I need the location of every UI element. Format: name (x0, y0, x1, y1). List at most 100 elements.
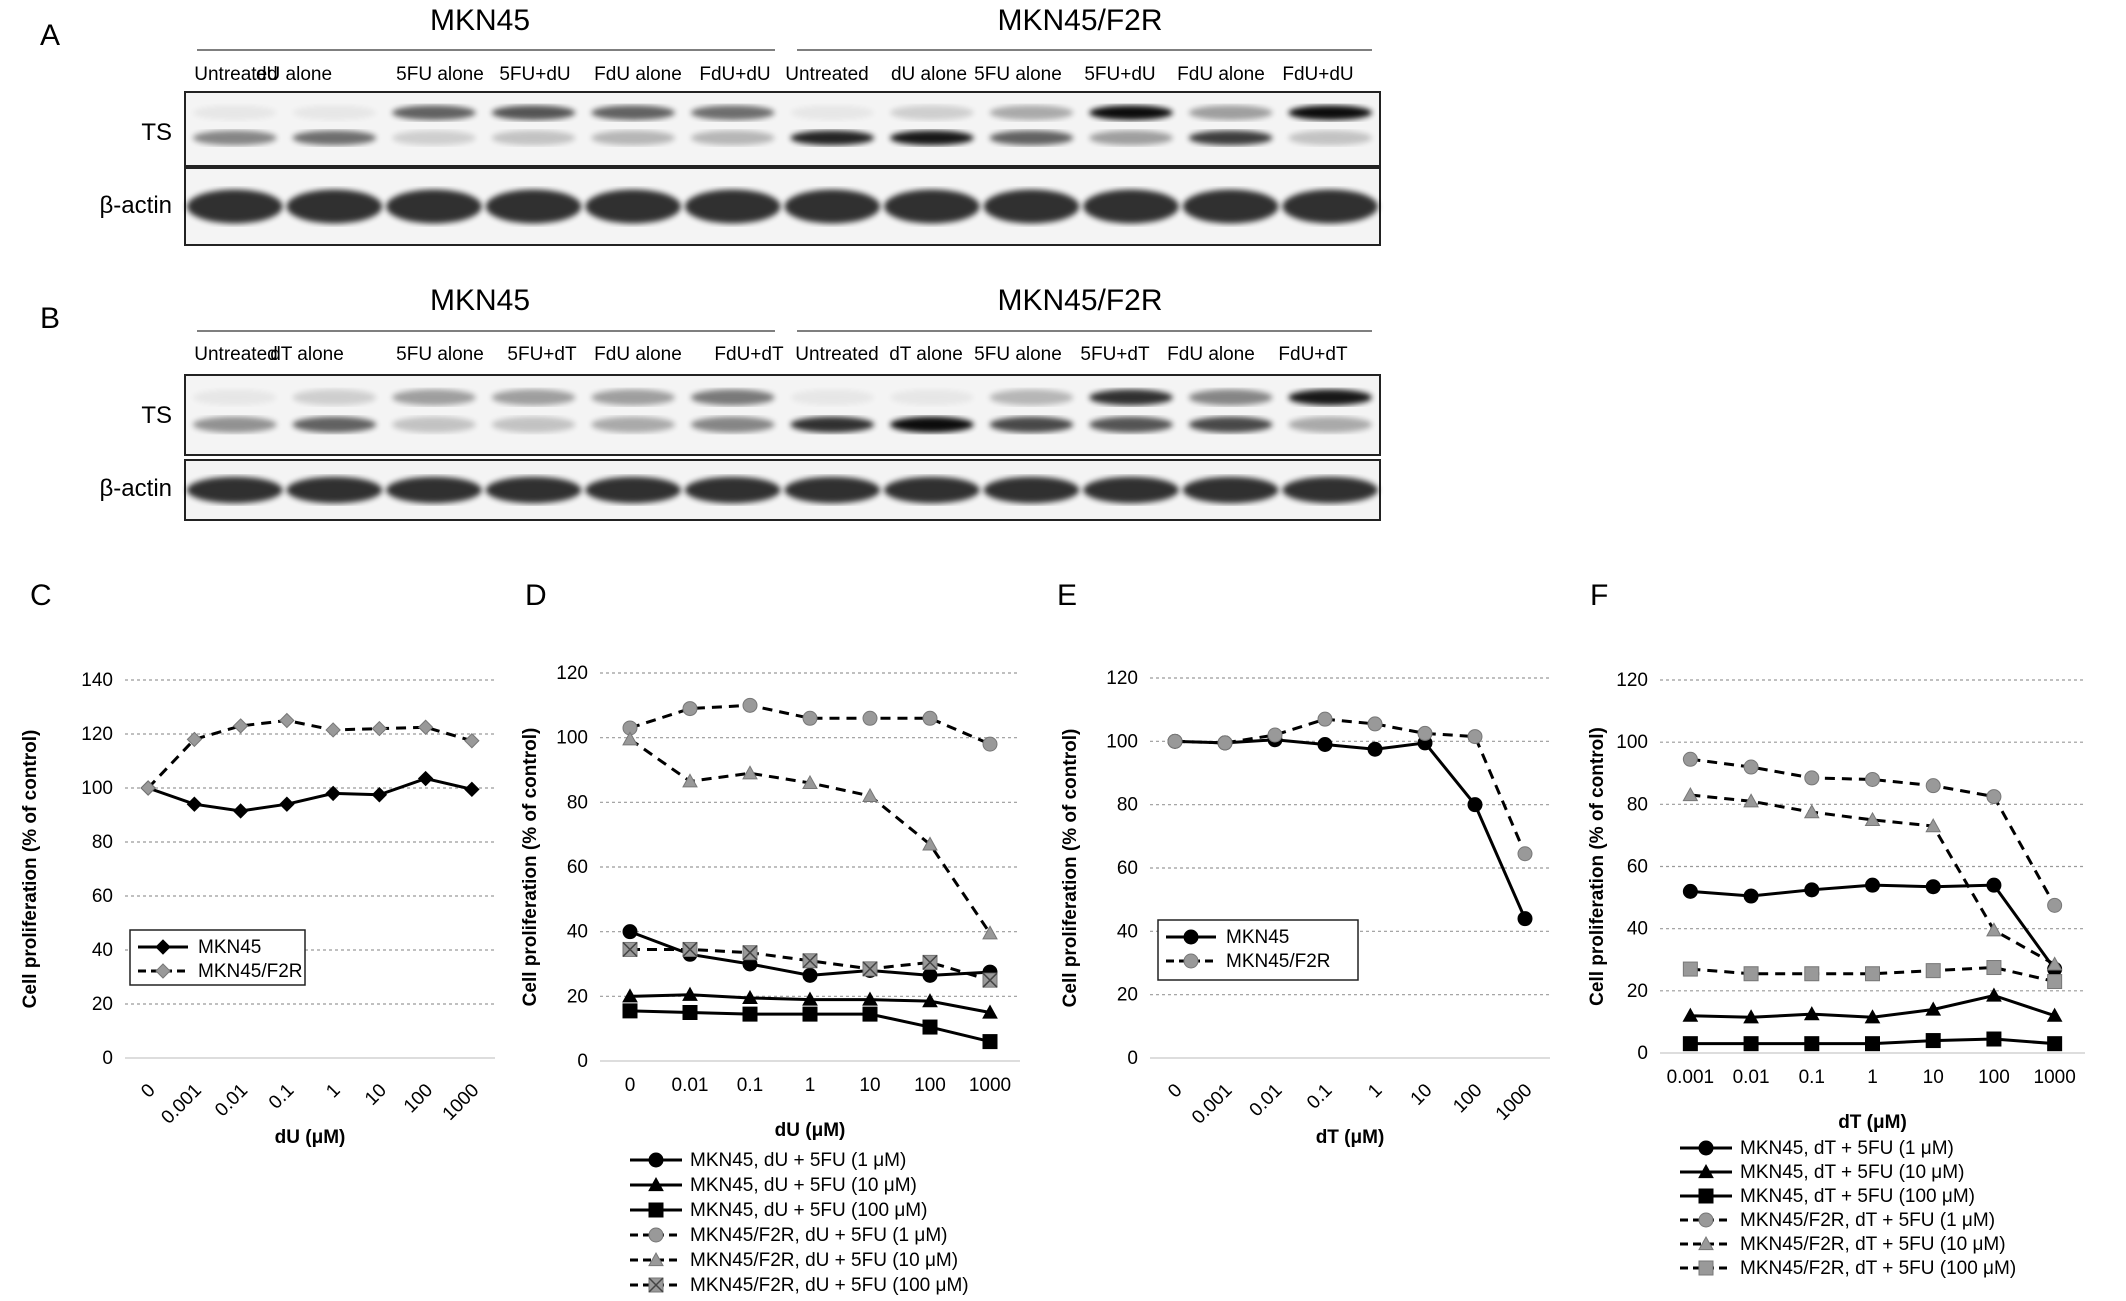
data-point (279, 712, 295, 729)
lane-label: dT alone (889, 344, 963, 365)
y-tick-label: 80 (1117, 795, 1138, 816)
x-tick-label: 0.01 (672, 1075, 709, 1096)
protein-label: TS (141, 402, 172, 429)
ts-band-lower (1089, 416, 1173, 433)
y-axis-label: Cell proliferation (% of control) (1060, 729, 1081, 1008)
ts-band-upper (690, 389, 775, 406)
blot-frame (184, 374, 1381, 456)
data-point (862, 991, 878, 1006)
y-tick-label: 100 (81, 778, 113, 799)
lane-label: FdU alone (1167, 344, 1255, 365)
x-tick-label: 0 (1164, 1080, 1186, 1102)
ts-band-lower (392, 416, 476, 433)
data-point (1517, 846, 1533, 862)
data-point (1986, 960, 2002, 976)
x-axis-label: dT (μM) (1838, 1112, 1907, 1133)
data-point (682, 773, 698, 788)
data-point (682, 701, 698, 717)
lane-label: Untreated (795, 344, 878, 365)
legend-entry: MKN45, dT + 5FU (10 μM) (1740, 1162, 1964, 1183)
series-2 (622, 1003, 998, 1050)
data-point (1986, 922, 2002, 937)
actin-band (784, 476, 881, 504)
series-line (147, 776, 473, 813)
data-point (1682, 961, 1698, 977)
data-point (1925, 879, 1941, 895)
series-1 (1682, 987, 2063, 1024)
ts-band-upper (192, 105, 277, 121)
legend-entry: MKN45, dU + 5FU (10 μM) (690, 1175, 917, 1196)
legend: MKN45, dU + 5FU (1 μM) MKN45, dU + 5FU (1… (630, 1150, 969, 1296)
data-point (922, 967, 938, 983)
x-tick-label: 100 (400, 1080, 437, 1117)
lane-label: FdU+dU (699, 64, 770, 85)
data-point (1183, 929, 1199, 945)
x-axis-label: dU (μM) (775, 1120, 846, 1141)
ts-band-lower (989, 416, 1074, 433)
cell-line-label: MKN45/F2R (997, 284, 1162, 317)
y-tick-label: 100 (1106, 731, 1138, 752)
data-point (1698, 1140, 1714, 1156)
data-point (2046, 956, 2063, 971)
actin-band (684, 476, 781, 504)
actin-band (1282, 476, 1379, 504)
protein-label: TS (141, 119, 172, 146)
y-tick-label: 20 (92, 994, 113, 1015)
chart-panel-f: F 0 20 40 60 80 100 120 0.001 0.01 0.1 1 10 100 1000 dT… (1587, 579, 2085, 1279)
data-point (1517, 911, 1533, 927)
panel-label: B (40, 302, 60, 335)
data-point (1698, 1188, 1714, 1204)
ts-band-upper (591, 105, 675, 121)
data-point (464, 733, 480, 749)
data-point (1167, 733, 1183, 749)
ts-band-lower (1188, 130, 1273, 146)
ts-band-upper (392, 389, 476, 406)
ts-band-upper (1188, 389, 1273, 406)
data-point (1804, 770, 1820, 786)
actin-blot-strip (184, 167, 1381, 246)
data-point (279, 796, 295, 812)
legend-entry: MKN45/F2R, dT + 5FU (1 μM) (1740, 1210, 1995, 1231)
series-0 (1167, 732, 1533, 927)
lane-label: Untreated (194, 344, 277, 365)
y-tick-label: 40 (1627, 919, 1648, 940)
actin-band (1282, 189, 1379, 224)
data-point (862, 1006, 878, 1022)
data-point (371, 787, 388, 803)
data-point (648, 1251, 664, 1267)
ts-band-lower (591, 416, 675, 433)
lane-label: FdU alone (594, 64, 682, 85)
actin-band (485, 476, 582, 504)
data-point (1804, 966, 1820, 982)
actin-band (286, 189, 383, 224)
x-tick-label: 0.001 (1188, 1080, 1236, 1128)
lane-label: 5FU+dU (499, 64, 570, 85)
series-4 (1682, 786, 2063, 971)
data-point (155, 939, 171, 955)
y-tick-label: 120 (1106, 668, 1138, 689)
x-tick-label: 10 (1923, 1067, 1944, 1088)
data-point-cross (622, 941, 638, 957)
data-point (2047, 1036, 2063, 1052)
ts-band-lower (790, 130, 875, 146)
lane-label: 5FU+dT (1080, 344, 1150, 365)
data-point (1367, 741, 1383, 757)
data-point (417, 719, 434, 735)
legend-entry: MKN45/F2R, dT + 5FU (100 μM) (1740, 1258, 2016, 1279)
ts-band-lower (989, 130, 1074, 146)
legend-entry: MKN45/F2R (1226, 951, 1331, 972)
lane-label: FdU+dT (714, 344, 784, 365)
x-tick-label: 0.1 (1303, 1080, 1337, 1114)
y-tick-label: 120 (1616, 670, 1648, 691)
data-point (2047, 897, 2063, 913)
data-point (1467, 729, 1483, 745)
data-point (802, 967, 818, 983)
ts-band-upper (1188, 105, 1273, 121)
cell-line-label: MKN45/F2R (997, 4, 1162, 37)
lane-label: FdU alone (1177, 64, 1265, 85)
lane-label: dT alone (270, 344, 344, 365)
ts-band-upper (1089, 105, 1173, 121)
data-point (648, 1152, 664, 1168)
